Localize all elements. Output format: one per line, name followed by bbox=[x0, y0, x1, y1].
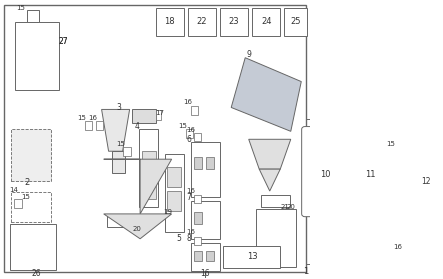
Bar bbox=[223, 246, 280, 268]
Text: 9: 9 bbox=[246, 50, 251, 59]
Text: 15: 15 bbox=[16, 5, 25, 11]
Bar bbox=[123, 147, 131, 156]
Text: 24: 24 bbox=[261, 17, 272, 27]
Bar bbox=[11, 192, 51, 222]
Bar bbox=[194, 237, 201, 245]
Text: 16: 16 bbox=[393, 244, 402, 250]
Text: 14: 14 bbox=[9, 187, 18, 193]
Text: 11: 11 bbox=[365, 170, 376, 179]
Bar bbox=[389, 119, 443, 264]
Bar bbox=[190, 142, 220, 197]
Text: 17: 17 bbox=[155, 110, 164, 116]
Bar bbox=[284, 8, 307, 36]
Text: 15: 15 bbox=[78, 116, 86, 121]
Bar bbox=[167, 167, 181, 187]
Text: 16: 16 bbox=[186, 229, 195, 235]
Bar bbox=[206, 251, 214, 261]
Bar bbox=[167, 191, 181, 211]
Polygon shape bbox=[104, 159, 171, 214]
Text: 22: 22 bbox=[197, 17, 207, 27]
Text: 16: 16 bbox=[186, 188, 195, 194]
Bar bbox=[132, 109, 156, 123]
Bar bbox=[155, 110, 161, 120]
Text: 16: 16 bbox=[201, 269, 210, 278]
Bar bbox=[139, 129, 158, 207]
Bar bbox=[194, 212, 202, 224]
Text: 8: 8 bbox=[187, 234, 191, 243]
Text: 15: 15 bbox=[386, 141, 395, 147]
Bar bbox=[190, 243, 220, 271]
Bar bbox=[399, 235, 406, 243]
Polygon shape bbox=[101, 109, 130, 151]
Text: 23: 23 bbox=[229, 17, 239, 27]
Bar bbox=[141, 177, 155, 199]
Text: 25: 25 bbox=[290, 17, 300, 27]
Text: 12: 12 bbox=[421, 177, 431, 186]
Polygon shape bbox=[259, 169, 280, 191]
Bar bbox=[389, 147, 399, 157]
Bar bbox=[194, 157, 202, 169]
Bar bbox=[188, 8, 216, 36]
Bar bbox=[220, 8, 248, 36]
Text: 16: 16 bbox=[186, 127, 195, 133]
Text: 16: 16 bbox=[183, 100, 192, 105]
Text: 20: 20 bbox=[286, 204, 295, 210]
Text: 20: 20 bbox=[132, 226, 141, 232]
Bar bbox=[107, 215, 144, 227]
Bar bbox=[165, 154, 184, 232]
Polygon shape bbox=[231, 58, 301, 131]
Text: 15: 15 bbox=[21, 194, 31, 200]
Text: 16: 16 bbox=[88, 116, 97, 121]
Text: 10: 10 bbox=[320, 170, 330, 179]
Bar bbox=[27, 10, 39, 22]
Bar bbox=[186, 129, 193, 138]
Bar bbox=[392, 147, 401, 156]
Text: 7: 7 bbox=[187, 194, 192, 203]
Bar bbox=[260, 195, 290, 207]
Bar bbox=[155, 8, 183, 36]
Bar bbox=[14, 199, 23, 208]
Bar bbox=[191, 107, 198, 116]
Text: 2: 2 bbox=[24, 177, 29, 187]
Bar bbox=[10, 224, 56, 270]
Text: 6: 6 bbox=[187, 135, 192, 144]
Bar bbox=[96, 121, 103, 130]
Text: 19: 19 bbox=[163, 209, 173, 215]
Text: 15: 15 bbox=[178, 123, 187, 129]
Text: 27: 27 bbox=[58, 37, 68, 46]
Bar bbox=[252, 8, 280, 36]
Bar bbox=[11, 129, 51, 181]
Polygon shape bbox=[104, 214, 171, 239]
FancyBboxPatch shape bbox=[302, 127, 349, 217]
Bar bbox=[194, 133, 201, 141]
Text: 13: 13 bbox=[247, 252, 257, 261]
Bar bbox=[256, 209, 296, 267]
Text: 15: 15 bbox=[116, 141, 125, 147]
Text: 4: 4 bbox=[135, 122, 140, 131]
Text: 1: 1 bbox=[303, 267, 309, 276]
Text: 27: 27 bbox=[58, 37, 68, 46]
Bar bbox=[190, 201, 220, 239]
Text: 3: 3 bbox=[117, 103, 121, 112]
Text: 26: 26 bbox=[31, 269, 41, 278]
Polygon shape bbox=[249, 139, 291, 169]
Bar bbox=[194, 195, 201, 203]
Bar bbox=[85, 121, 93, 130]
Text: 18: 18 bbox=[164, 17, 175, 27]
Text: 5: 5 bbox=[176, 234, 181, 243]
Bar bbox=[112, 151, 125, 173]
Bar bbox=[194, 251, 202, 261]
Bar bbox=[141, 151, 155, 173]
Bar bbox=[401, 159, 420, 231]
Bar bbox=[206, 157, 214, 169]
FancyBboxPatch shape bbox=[347, 127, 394, 217]
Text: 21: 21 bbox=[281, 204, 290, 210]
Bar bbox=[16, 22, 59, 90]
